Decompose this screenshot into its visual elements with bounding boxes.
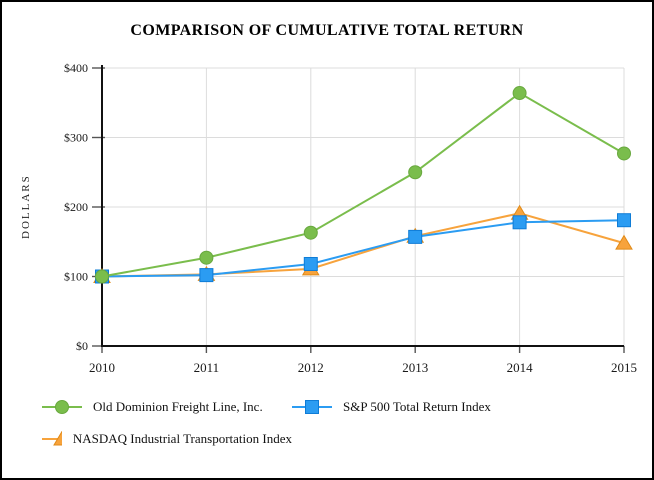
legend-item-1: S&P 500 Total Return Index	[292, 399, 491, 415]
legend-label: NASDAQ Industrial Transportation Index	[72, 431, 292, 446]
series-line-0	[101, 91, 625, 278]
circle-marker-icon	[42, 400, 82, 414]
y-tick-label: $400	[64, 61, 88, 75]
data-point-circle	[199, 250, 214, 265]
y-tick-label: $200	[64, 200, 88, 214]
y-tick-label: $100	[64, 270, 88, 284]
data-point-square	[199, 268, 214, 283]
y-tick-label: $300	[64, 131, 88, 145]
legend-item-0: Old Dominion Freight Line, Inc.	[42, 399, 292, 415]
data-point-square	[408, 229, 423, 244]
legend-label: S&P 500 Total Return Index	[343, 399, 491, 414]
x-tick-label: 2015	[611, 360, 637, 375]
y-tick-label: $0	[76, 339, 88, 353]
chart-title: COMPARISON OF CUMULATIVE TOTAL RETURN	[130, 22, 524, 39]
x-tick-label: 2011	[194, 360, 220, 375]
data-point-circle	[95, 269, 109, 284]
x-tick-label: 2014	[507, 360, 534, 375]
data-point-square	[617, 213, 631, 228]
chart-legend: Old Dominion Freight Line, Inc. S&P 500 T…	[42, 399, 491, 447]
data-point-circle	[408, 165, 423, 180]
triangle-marker-icon	[42, 431, 62, 446]
data-point-triangle	[615, 234, 633, 250]
series-line-1	[101, 219, 625, 278]
data-point-circle	[617, 146, 631, 161]
square-marker-icon	[292, 400, 332, 414]
data-point-square	[512, 215, 527, 230]
x-tick-label: 2010	[89, 360, 115, 375]
legend-item-2: NASDAQ Industrial Transportation Index	[42, 431, 292, 447]
data-point-circle	[303, 225, 318, 240]
x-tick-label: 2013	[402, 360, 428, 375]
data-point-square	[303, 256, 318, 271]
x-tick-label: 2012	[298, 360, 324, 375]
legend-label: Old Dominion Freight Line, Inc.	[93, 399, 263, 414]
data-point-circle	[512, 86, 527, 101]
